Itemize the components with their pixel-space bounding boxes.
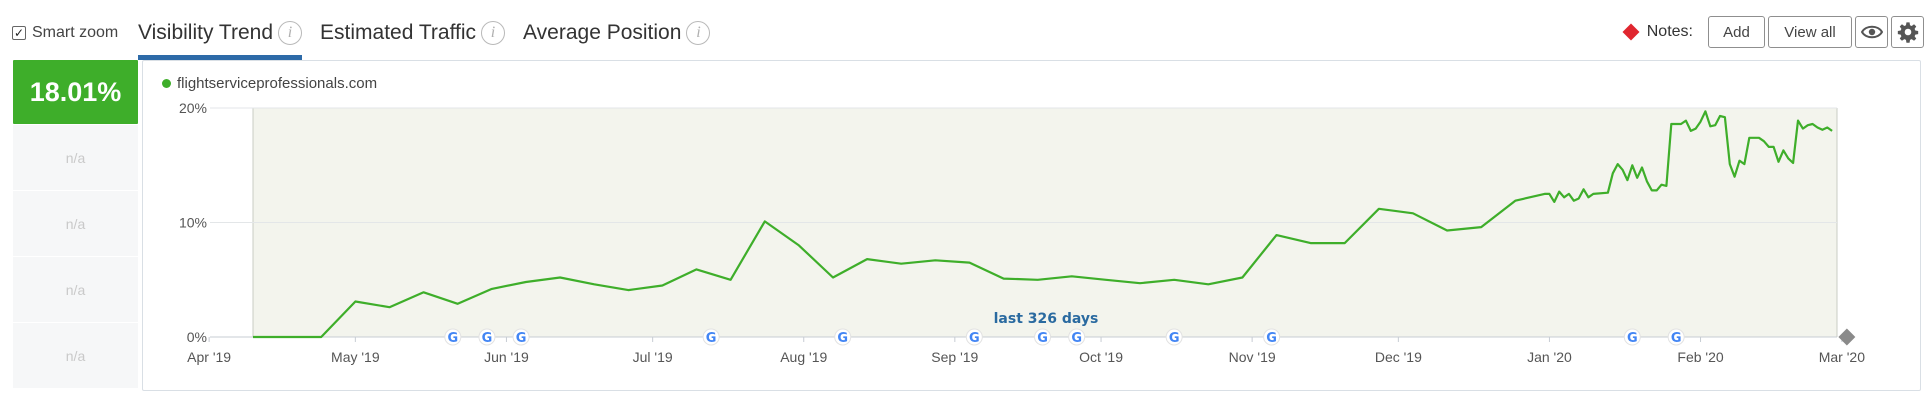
smart-zoom-toggle[interactable]: ✓ Smart zoom [12,24,118,42]
legend-domain: flightserviceprofessionals.com [177,75,378,92]
toggle-visibility-button[interactable] [1855,16,1888,48]
google-update-icon [1623,328,1641,346]
x-tick-label: Dec '19 [1375,349,1422,365]
y-tick-label: 0% [187,329,207,345]
x-tick-label: Feb '20 [1677,349,1723,365]
x-tick-label: May '19 [331,349,380,365]
x-tick-label: Oct '19 [1079,349,1123,365]
tab-label: Estimated Traffic [320,21,477,44]
y-tick-label: 10% [179,215,207,231]
info-icon[interactable]: i [481,21,506,45]
eye-icon [1860,25,1883,39]
google-update-icon [478,328,496,346]
x-tick-label: Nov '19 [1229,349,1276,365]
google-update-icon [1263,328,1281,346]
google-update-label: G [1671,331,1682,346]
google-update-label: G [447,331,458,346]
info-icon[interactable]: i [686,21,711,45]
google-update-label: G [837,331,848,346]
google-update-icon [834,328,852,346]
tab-label: Average Position [523,21,682,44]
google-update-label: G [1037,331,1048,346]
google-update-label: G [969,331,980,346]
google-update-icon [444,328,462,346]
google-update-label: G [706,331,717,346]
x-tick-label: Sep '19 [931,349,978,365]
google-update-icon [1667,328,1685,346]
settings-button[interactable] [1891,16,1924,48]
x-tick-label: Apr '19 [187,349,231,365]
google-update-label: G [1071,331,1082,346]
smart-zoom-checkbox[interactable]: ✓ [12,26,26,40]
google-update-icon [965,328,983,346]
google-update-icon [702,328,720,346]
tab-visibility-trend[interactable]: Visibility Trend i [138,0,303,60]
series-line [253,110,1833,339]
score-row: n/a [13,124,138,190]
smart-zoom-label: Smart zoom [32,24,119,41]
google-update-icon [1034,328,1052,346]
notes-label: Notes: [1646,23,1693,40]
google-update-icon [1165,328,1183,346]
x-tick-label: Jan '20 [1527,349,1572,365]
google-update-label: G [1627,331,1638,346]
google-update-label: G [482,331,493,346]
view-all-notes-button[interactable]: View all [1768,16,1852,48]
end-marker-icon [1838,328,1856,346]
add-note-button[interactable]: Add [1708,16,1765,48]
score-row: n/a [13,322,138,388]
legend-dot [162,79,171,88]
visibility-score: 18.01% [13,60,138,124]
tab-label: Visibility Trend [138,21,274,44]
google-update-icon [512,328,530,346]
x-tick-label: Jul '19 [633,349,673,365]
chart-legend[interactable]: flightserviceprofessionals.com [162,75,377,92]
google-update-label: G [1169,331,1180,346]
score-row: n/a [13,190,138,256]
tab-average-position[interactable]: Average Position i [523,0,711,60]
tab-estimated-traffic[interactable]: Estimated Traffic i [320,0,506,60]
x-tick-label: Aug '19 [780,349,827,365]
x-tick-label: Mar '20 [1819,349,1865,365]
metric-tabs: Visibility Trend i Estimated Traffic i A… [138,0,728,60]
google-update-label: G [516,331,527,346]
google-update-icon [1068,328,1086,346]
notes-toolbar: Notes: Add View all [1622,16,1924,48]
y-tick-label: 20% [179,100,207,116]
competitor-score-list: n/a n/a n/a n/a [13,124,138,388]
x-tick-label: Jun '19 [484,349,529,365]
google-update-label: G [1266,331,1277,346]
score-row: n/a [13,256,138,322]
info-icon[interactable]: i [278,21,303,45]
period-label: last 326 days [994,311,1099,327]
gear-icon [1897,22,1918,43]
